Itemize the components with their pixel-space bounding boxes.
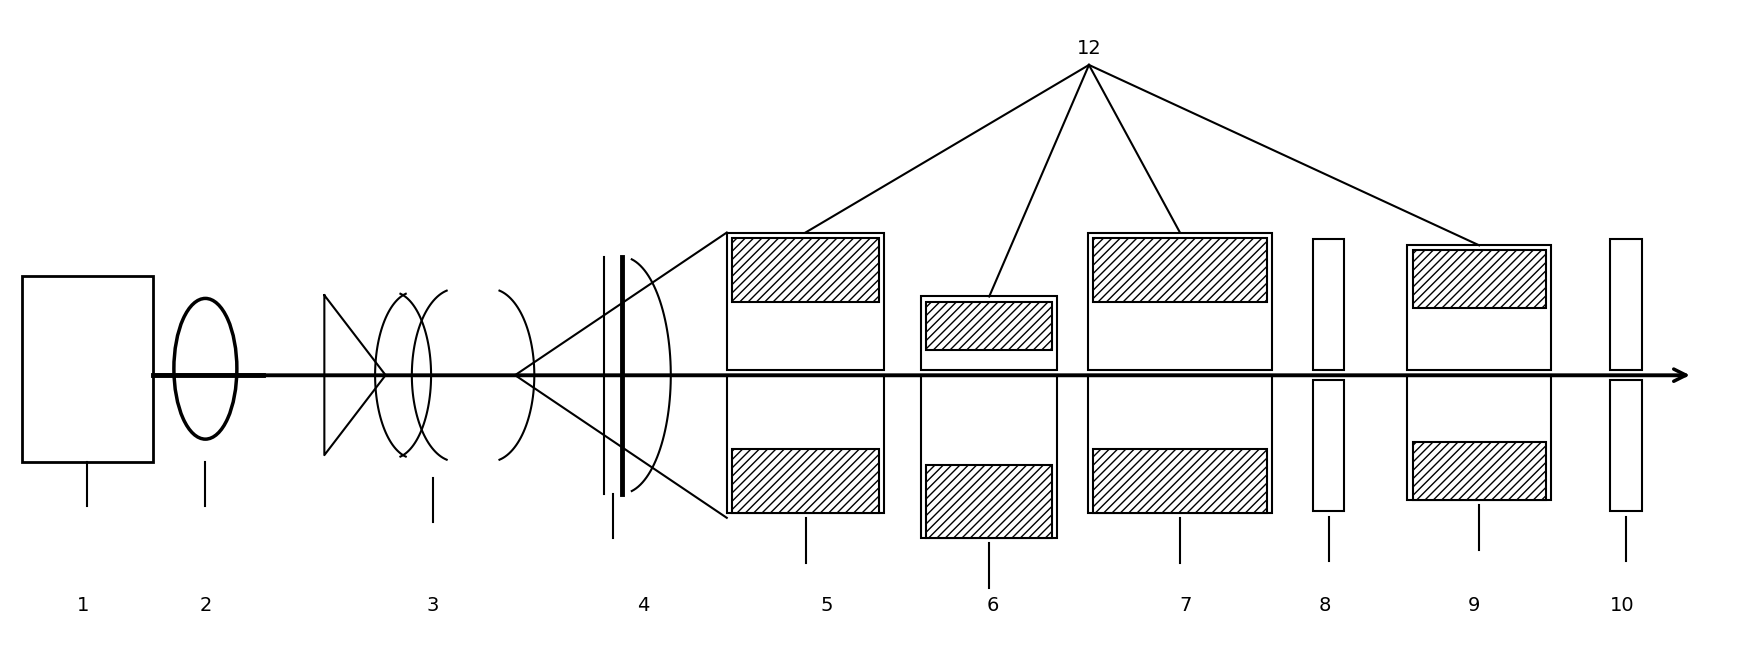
Text: 3: 3 <box>427 596 439 615</box>
Text: 6: 6 <box>986 596 998 615</box>
Bar <box>1609 380 1641 511</box>
Ellipse shape <box>174 299 237 439</box>
Bar <box>726 375 884 513</box>
Text: 9: 9 <box>1467 596 1479 615</box>
Bar <box>1407 375 1550 500</box>
Bar <box>926 465 1052 538</box>
Bar <box>921 375 1058 538</box>
Bar <box>21 276 153 461</box>
Bar <box>1312 380 1344 511</box>
Text: 12: 12 <box>1075 40 1100 58</box>
Text: 8: 8 <box>1318 596 1330 615</box>
Bar <box>1413 250 1544 308</box>
Bar <box>921 297 1058 370</box>
Text: 1: 1 <box>77 596 90 615</box>
Text: 5: 5 <box>821 596 833 615</box>
Text: 7: 7 <box>1179 596 1191 615</box>
Bar <box>731 448 878 513</box>
Bar <box>1093 448 1265 513</box>
Bar <box>1413 443 1544 500</box>
Bar <box>926 301 1052 349</box>
Bar <box>1093 238 1265 301</box>
Bar <box>1088 233 1270 370</box>
Text: 4: 4 <box>636 596 648 615</box>
Text: 10: 10 <box>1609 596 1634 615</box>
Text: 2: 2 <box>199 596 211 615</box>
Bar <box>1088 375 1270 513</box>
Bar <box>1609 239 1641 370</box>
Bar <box>726 233 884 370</box>
Bar <box>1407 246 1550 370</box>
Bar <box>731 238 878 301</box>
Bar <box>1312 239 1344 370</box>
